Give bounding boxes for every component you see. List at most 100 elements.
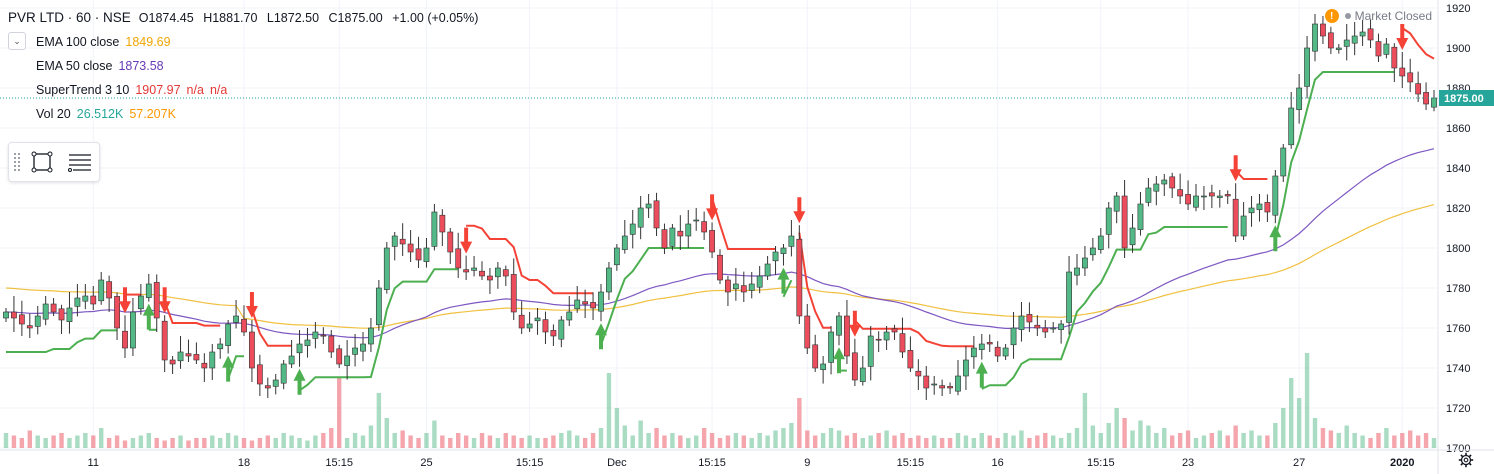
candle-body xyxy=(336,348,343,365)
volume-bar xyxy=(146,433,151,448)
price-axis[interactable]: 1700172017401760178018001820184018601880… xyxy=(1437,0,1494,474)
settings-lines-button[interactable] xyxy=(63,147,97,177)
volume-bar xyxy=(1051,435,1056,448)
short-arrow xyxy=(706,194,719,221)
candle-body xyxy=(1145,187,1152,203)
drag-handle-icon[interactable] xyxy=(13,152,21,172)
candle-body xyxy=(621,235,628,250)
volume-bar xyxy=(1066,433,1072,448)
candle-body xyxy=(1240,215,1247,237)
time-tick-label: 18 xyxy=(238,457,250,469)
candle-body xyxy=(42,303,49,320)
candle-body xyxy=(891,328,898,333)
volume-bar xyxy=(1027,438,1032,448)
candle-body xyxy=(399,238,406,245)
candle-body xyxy=(518,314,525,329)
volume-bar xyxy=(1289,378,1294,448)
volume-bar xyxy=(11,435,17,448)
market-status[interactable]: ! Market Closed xyxy=(1324,9,1432,23)
candle-body xyxy=(375,287,382,326)
legend-collapse-button[interactable]: ⌄ xyxy=(8,32,26,50)
price-tick-label: 1720 xyxy=(1446,403,1470,415)
volume-bar xyxy=(1352,433,1357,448)
volume-bar xyxy=(646,433,651,448)
select-area-button[interactable] xyxy=(25,147,59,177)
volume-bar xyxy=(1281,408,1286,448)
candle-body xyxy=(1383,43,1390,55)
long-arrow xyxy=(1269,225,1282,252)
volume-bar xyxy=(194,438,199,448)
candle-body xyxy=(1431,97,1437,108)
indicator-ema100[interactable]: EMA 100 close 1849.69 xyxy=(8,30,484,54)
volume-bar xyxy=(1114,408,1119,448)
volume-bar xyxy=(725,435,731,448)
volume-bar xyxy=(1170,435,1175,448)
time-tick-label: 15:15 xyxy=(1087,457,1115,469)
drawing-toolbox[interactable] xyxy=(8,142,100,182)
volume-bar xyxy=(471,438,477,448)
candle-body xyxy=(907,350,914,369)
volume-bar xyxy=(297,438,302,448)
volume-bar xyxy=(321,433,326,448)
candle-body xyxy=(709,230,715,253)
indicator-ema50[interactable]: EMA 50 close 1873.58 xyxy=(8,54,484,78)
candle-body xyxy=(994,346,1001,357)
candle-body xyxy=(145,283,152,298)
candle-body xyxy=(1129,227,1136,246)
candle-body xyxy=(828,331,834,363)
volume-bar xyxy=(400,430,405,448)
volume-bar xyxy=(995,438,1000,448)
symbol-title[interactable]: PVR LTD · 60 · NSE xyxy=(8,10,131,25)
candle-body xyxy=(177,351,184,362)
candle-body xyxy=(574,299,581,310)
supertrend-segment xyxy=(798,232,832,329)
candle-body xyxy=(1296,87,1303,110)
candle-body xyxy=(201,362,208,369)
volume-bar xyxy=(106,438,112,448)
indicator-supertrend[interactable]: SuperTrend 3 10 1907.97 n/a n/a xyxy=(8,78,484,102)
candle-body xyxy=(494,267,501,278)
volume-bar xyxy=(1082,393,1088,448)
candle-body xyxy=(637,207,644,228)
warning-icon[interactable]: ! xyxy=(1324,9,1339,23)
candle-body xyxy=(740,285,747,293)
volume-bar xyxy=(440,435,445,448)
last-price-badge-label: 1875.00 xyxy=(1444,93,1484,105)
volume-bar xyxy=(1201,435,1207,448)
supertrend-segment xyxy=(6,329,118,353)
price-tick-label: 1840 xyxy=(1446,163,1470,175)
supertrend-segment xyxy=(1401,27,1435,60)
price-tick-label: 1760 xyxy=(1446,323,1470,335)
candle-body xyxy=(82,295,89,302)
volume-bar xyxy=(352,433,358,448)
candle-body xyxy=(510,274,517,313)
long-arrow xyxy=(222,355,235,382)
volume-bar xyxy=(1431,438,1437,448)
volume-bar xyxy=(908,438,913,448)
candle-body xyxy=(1423,92,1429,105)
time-tick-label: 15:15 xyxy=(516,457,544,469)
supertrend-segment xyxy=(711,197,776,250)
volume-bar xyxy=(670,433,675,448)
candle-body xyxy=(320,334,327,337)
candle-body xyxy=(780,247,787,254)
time-axis[interactable]: 11 18 15:15 25 15:15 Dec 15:15 9 15:15 16 15:15 23 2… xyxy=(0,449,1494,469)
volume-bar xyxy=(773,430,778,448)
candle-body xyxy=(1026,314,1033,323)
gear-icon[interactable] xyxy=(1458,452,1474,468)
volume-bar xyxy=(916,435,921,448)
candle-body xyxy=(296,343,303,354)
time-tick-label: 15:15 xyxy=(897,457,925,469)
volume-bar xyxy=(1035,435,1040,448)
volume-bar xyxy=(1185,430,1191,448)
volume-bar xyxy=(368,425,374,448)
candle-body xyxy=(1351,35,1358,44)
indicator-volume[interactable]: Vol 20 26.512K 57.207K xyxy=(8,102,484,126)
candle-body xyxy=(867,335,874,367)
volume-bar xyxy=(1257,435,1262,448)
volume-bar xyxy=(178,435,183,448)
status-dot-icon xyxy=(1344,13,1351,19)
candle-body xyxy=(820,363,827,370)
volume-bar xyxy=(35,435,40,448)
